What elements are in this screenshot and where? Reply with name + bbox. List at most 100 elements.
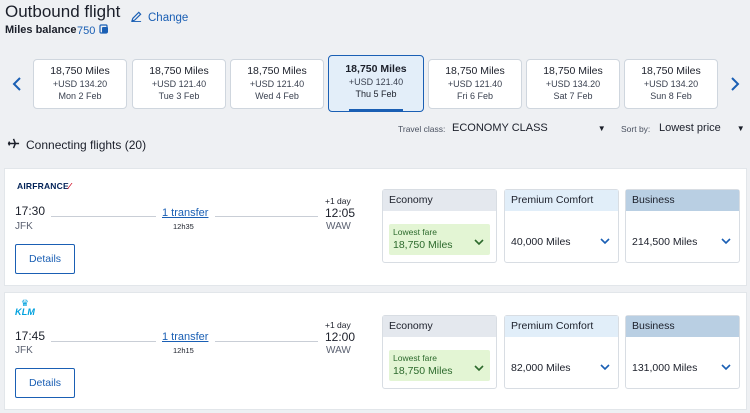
date-card-mon-2-feb[interactable]: 18,750 Miles +USD 134.20 Mon 2 Feb <box>33 59 127 109</box>
date-card-sat-7-feb[interactable]: 18,750 Miles +USD 134.20 Sat 7 Feb <box>526 59 620 109</box>
sort-by-select[interactable]: Lowest price ▼ <box>659 122 745 134</box>
date-card-miles: 18,750 Miles <box>641 65 701 77</box>
flight-duration: 12h35 <box>173 222 194 231</box>
travel-class-select[interactable]: ECONOMY CLASS ▼ <box>452 122 606 134</box>
previous-dates-button[interactable] <box>9 72 25 96</box>
route-line-left <box>51 341 156 342</box>
date-card-sun-8-feb[interactable]: 18,750 Miles +USD 134.20 Sun 8 Feb <box>624 59 718 109</box>
route-line-right <box>215 216 318 217</box>
date-card-miles: 18,750 Miles <box>50 65 110 77</box>
fare-premium-price: 82,000 Miles <box>511 362 571 374</box>
fare-economy-label: Economy <box>383 316 496 337</box>
fare-economy-price: 18,750 Miles <box>393 239 453 251</box>
miles-balance-label: Miles balance <box>5 24 77 36</box>
fare-premium-label: Premium Comfort <box>505 316 618 337</box>
date-card-miles: 18,750 Miles <box>543 65 603 77</box>
flight-card-airfrance: AIRFRANCE⁄ 17:30 JFK 1 transfer 12h35 +1… <box>4 168 747 286</box>
date-card-date: Tue 3 Feb <box>158 91 200 101</box>
date-card-wed-4-feb[interactable]: 18,750 Miles +USD 121.40 Wed 4 Feb <box>230 59 324 109</box>
chevron-down-icon <box>474 238 484 249</box>
date-card-miles: 18,750 Miles <box>149 65 209 77</box>
date-card-tue-3-feb[interactable]: 18,750 Miles +USD 121.40 Tue 3 Feb <box>132 59 226 109</box>
travel-class-value: ECONOMY CLASS <box>452 122 548 134</box>
fare-premium-price: 40,000 Miles <box>511 236 571 248</box>
chevron-down-icon <box>474 364 484 375</box>
date-card-thu-5-feb-selected[interactable]: 18,750 Miles +USD 121.40 Thu 5 Feb <box>328 55 424 112</box>
chevron-down-icon <box>721 237 731 248</box>
sort-by-label: Sort by: <box>621 124 651 134</box>
arrival-time: 12:05 <box>325 206 356 220</box>
fare-economy[interactable]: Economy Lowest fare 18,750 Miles <box>382 315 497 389</box>
date-card-usd: +USD 134.20 <box>643 79 699 89</box>
lowest-fare-label: Lowest fare <box>393 227 437 237</box>
change-button[interactable]: Change <box>130 11 189 25</box>
route-line-left <box>51 216 156 217</box>
date-card-fri-6-feb[interactable]: 18,750 Miles +USD 121.40 Fri 6 Feb <box>428 59 522 109</box>
fare-economy[interactable]: Economy Lowest fare 18,750 Miles <box>382 189 497 263</box>
fare-premium-comfort[interactable]: Premium Comfort 40,000 Miles <box>504 189 619 263</box>
date-card-usd: +USD 121.40 <box>249 79 305 89</box>
fare-business-label: Business <box>626 190 739 211</box>
fare-premium-comfort[interactable]: Premium Comfort 82,000 Miles <box>504 315 619 389</box>
departure-airport: JFK <box>15 221 33 232</box>
fare-business-price: 214,500 Miles <box>632 236 698 248</box>
date-card-date: Wed 4 Feb <box>255 91 299 101</box>
date-card-miles: 18,750 Miles <box>345 63 407 75</box>
details-button[interactable]: Details <box>15 244 75 274</box>
next-dates-button[interactable] <box>727 72 743 96</box>
plus-day-indicator: +1 day <box>325 320 351 330</box>
fare-economy-price: 18,750 Miles <box>393 365 453 377</box>
departure-time: 17:30 <box>15 204 46 218</box>
transfer-link[interactable]: 1 transfer <box>162 331 209 343</box>
change-label: Change <box>148 12 189 24</box>
date-card-date: Mon 2 Feb <box>58 91 102 101</box>
date-card-usd: +USD 134.20 <box>52 79 108 89</box>
departure-time: 17:45 <box>15 329 46 343</box>
fare-business[interactable]: Business 131,000 Miles <box>625 315 740 389</box>
sort-by-value: Lowest price <box>659 122 721 134</box>
departure-airport: JFK <box>15 345 33 356</box>
connecting-flights-label: Connecting flights (20) <box>26 138 147 152</box>
date-card-date: Sat 7 Feb <box>553 91 593 101</box>
selected-underline <box>349 109 403 111</box>
airline-name: AIRFRANCE <box>17 181 69 191</box>
airline-name: KLM <box>15 307 36 317</box>
miles-balance-number: 750 <box>77 24 96 37</box>
caret-down-icon: ▼ <box>597 123 606 133</box>
page-header: Outbound flight Change Miles balance 750 <box>0 0 750 52</box>
transfer-link[interactable]: 1 transfer <box>162 207 209 219</box>
travel-class-label: Travel class: <box>398 124 446 134</box>
fare-business[interactable]: Business 214,500 Miles <box>625 189 740 263</box>
date-card-miles: 18,750 Miles <box>247 65 307 77</box>
crown-icon: ♛ <box>20 298 30 308</box>
date-card-miles: 18,750 Miles <box>445 65 505 77</box>
fare-business-label: Business <box>626 316 739 337</box>
date-card-date: Thu 5 Feb <box>355 89 397 99</box>
chevron-down-icon <box>721 363 731 374</box>
caret-down-icon: ▼ <box>736 123 745 133</box>
chevron-left-icon <box>12 71 22 97</box>
flight-duration: 12h15 <box>173 346 194 355</box>
page-title: Outbound flight <box>5 2 121 21</box>
plus-day-indicator: +1 day <box>325 196 351 206</box>
airfrance-logo: AIRFRANCE⁄ <box>17 181 71 191</box>
arrival-time: 12:00 <box>325 330 356 344</box>
route-line-right <box>215 341 318 342</box>
date-card-date: Fri 6 Feb <box>456 91 493 101</box>
date-card-date: Sun 8 Feb <box>650 91 692 101</box>
date-card-usd: +USD 121.40 <box>151 79 207 89</box>
details-button[interactable]: Details <box>15 368 75 398</box>
arrival-airport: WAW <box>326 221 351 232</box>
chevron-right-icon <box>730 71 740 97</box>
chevron-down-icon <box>600 237 610 248</box>
date-card-usd: +USD 134.20 <box>545 79 601 89</box>
klm-logo: ♛ KLM <box>15 298 36 318</box>
fare-premium-label: Premium Comfort <box>505 190 618 211</box>
lowest-fare-box: Lowest fare 18,750 Miles <box>389 350 490 381</box>
connecting-flights-heading: Connecting flights (20) <box>7 137 146 153</box>
flight-card-klm: ♛ KLM 17:45 JFK 1 transfer 12h15 +1 day … <box>4 292 747 410</box>
pencil-icon <box>130 11 142 25</box>
lowest-fare-box: Lowest fare 18,750 Miles <box>389 224 490 255</box>
date-card-usd: +USD 121.40 <box>348 77 404 87</box>
miles-balance-value: 750 <box>77 24 109 37</box>
